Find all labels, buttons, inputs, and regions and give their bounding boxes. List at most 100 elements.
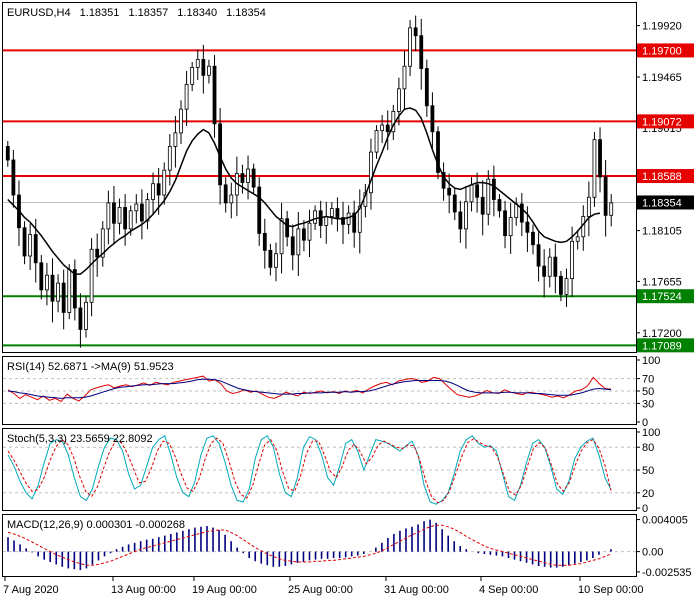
x-tick-label: 31 Aug 00:00 bbox=[384, 584, 449, 596]
candle bbox=[201, 44, 206, 94]
candle bbox=[374, 125, 379, 159]
candle-body bbox=[179, 108, 183, 134]
candle bbox=[564, 268, 569, 307]
price-tick-label: 1.19465 bbox=[642, 72, 682, 84]
candle-body bbox=[251, 168, 256, 188]
candle-body bbox=[531, 231, 535, 246]
candle bbox=[592, 131, 597, 207]
candle bbox=[464, 186, 468, 249]
price-level-badge bbox=[637, 169, 694, 184]
candle-body bbox=[598, 139, 602, 178]
candle bbox=[151, 172, 155, 214]
candle bbox=[497, 194, 502, 218]
candle bbox=[179, 100, 183, 144]
candle bbox=[430, 92, 435, 149]
candle bbox=[229, 182, 234, 219]
candle-body bbox=[61, 282, 66, 313]
candle-body bbox=[413, 27, 418, 37]
x-tick-label: 13 Aug 00:00 bbox=[111, 584, 176, 596]
macd-signal-line bbox=[7, 524, 612, 566]
current-price-label: 1.18354 bbox=[642, 197, 682, 209]
candle-body bbox=[89, 248, 94, 303]
candle bbox=[603, 160, 608, 237]
candle bbox=[575, 230, 580, 250]
candle-body bbox=[134, 203, 139, 212]
moving-average-line bbox=[7, 107, 601, 275]
price-level-label: 1.19072 bbox=[642, 116, 682, 128]
macd-tick-label: 0.004005 bbox=[642, 515, 688, 527]
stoch-tick-label: 20 bbox=[642, 488, 654, 500]
candle-body bbox=[156, 183, 161, 196]
current-price-badge bbox=[637, 195, 694, 210]
candle bbox=[22, 221, 27, 265]
macd-tick-label: 0.00 bbox=[642, 547, 663, 559]
candle-body bbox=[274, 253, 278, 268]
candle-body bbox=[374, 130, 379, 153]
macd-label: MACD(12,26,9) 0.000301 -0.000268 bbox=[7, 519, 185, 531]
candle bbox=[50, 258, 55, 323]
macd-pane bbox=[2, 514, 637, 577]
candle bbox=[112, 185, 116, 245]
candle-body bbox=[151, 183, 155, 200]
candle-body bbox=[436, 131, 440, 173]
price-tick-label: 1.17200 bbox=[642, 328, 682, 340]
candle-body bbox=[173, 132, 178, 147]
candle bbox=[570, 226, 574, 297]
candle bbox=[547, 248, 552, 288]
candle-body bbox=[341, 217, 345, 225]
candle bbox=[329, 201, 334, 225]
candle-body bbox=[486, 178, 491, 215]
low-value: 1.18340 bbox=[177, 7, 217, 19]
candle-body bbox=[302, 228, 306, 241]
candle bbox=[609, 194, 614, 227]
candle bbox=[145, 192, 150, 230]
price-level-label: 1.19700 bbox=[642, 45, 682, 57]
stoch-tick-label: 80 bbox=[642, 442, 654, 454]
candle-body bbox=[609, 202, 614, 216]
candle-body bbox=[329, 208, 334, 217]
candle-body bbox=[139, 203, 144, 222]
candle-body bbox=[559, 275, 563, 295]
candle bbox=[240, 164, 245, 194]
candle-body bbox=[307, 222, 312, 241]
candle bbox=[380, 114, 385, 144]
candle bbox=[5, 141, 10, 167]
close-value: 1.18354 bbox=[226, 7, 266, 19]
candle bbox=[72, 259, 77, 321]
candle bbox=[274, 242, 278, 282]
candle bbox=[341, 201, 345, 245]
candle-body bbox=[447, 187, 452, 196]
candle-body bbox=[575, 236, 580, 242]
candle-body bbox=[95, 248, 100, 258]
candle-body bbox=[369, 151, 373, 194]
candle bbox=[45, 262, 49, 306]
candle bbox=[369, 138, 373, 210]
candle bbox=[117, 198, 122, 235]
candle-body bbox=[78, 307, 83, 330]
macd-tick-label: -0.002535 bbox=[642, 567, 692, 579]
candle-body bbox=[223, 184, 228, 204]
candle-body bbox=[22, 227, 27, 257]
candle-body bbox=[352, 212, 357, 233]
candle-body bbox=[100, 228, 105, 258]
price-level-label: 1.18588 bbox=[642, 171, 682, 183]
candle-body bbox=[313, 210, 317, 224]
candle bbox=[167, 134, 172, 186]
candle-body bbox=[229, 194, 234, 204]
candle bbox=[61, 269, 66, 330]
x-tick-label: 4 Sep 00:00 bbox=[479, 584, 538, 596]
candle-body bbox=[491, 178, 496, 200]
candle bbox=[486, 170, 491, 226]
candle-body bbox=[430, 105, 435, 133]
candle-body bbox=[402, 65, 407, 90]
candle-body bbox=[346, 212, 351, 225]
candle-body bbox=[536, 244, 541, 267]
price-tick-label: 1.19920 bbox=[642, 21, 682, 33]
candle-body bbox=[39, 262, 44, 291]
candle bbox=[84, 295, 88, 338]
price-tick-label: 1.17655 bbox=[642, 276, 682, 288]
candle bbox=[257, 177, 262, 246]
candle-body bbox=[564, 278, 569, 295]
candle bbox=[396, 77, 401, 126]
candle-body bbox=[201, 59, 206, 76]
